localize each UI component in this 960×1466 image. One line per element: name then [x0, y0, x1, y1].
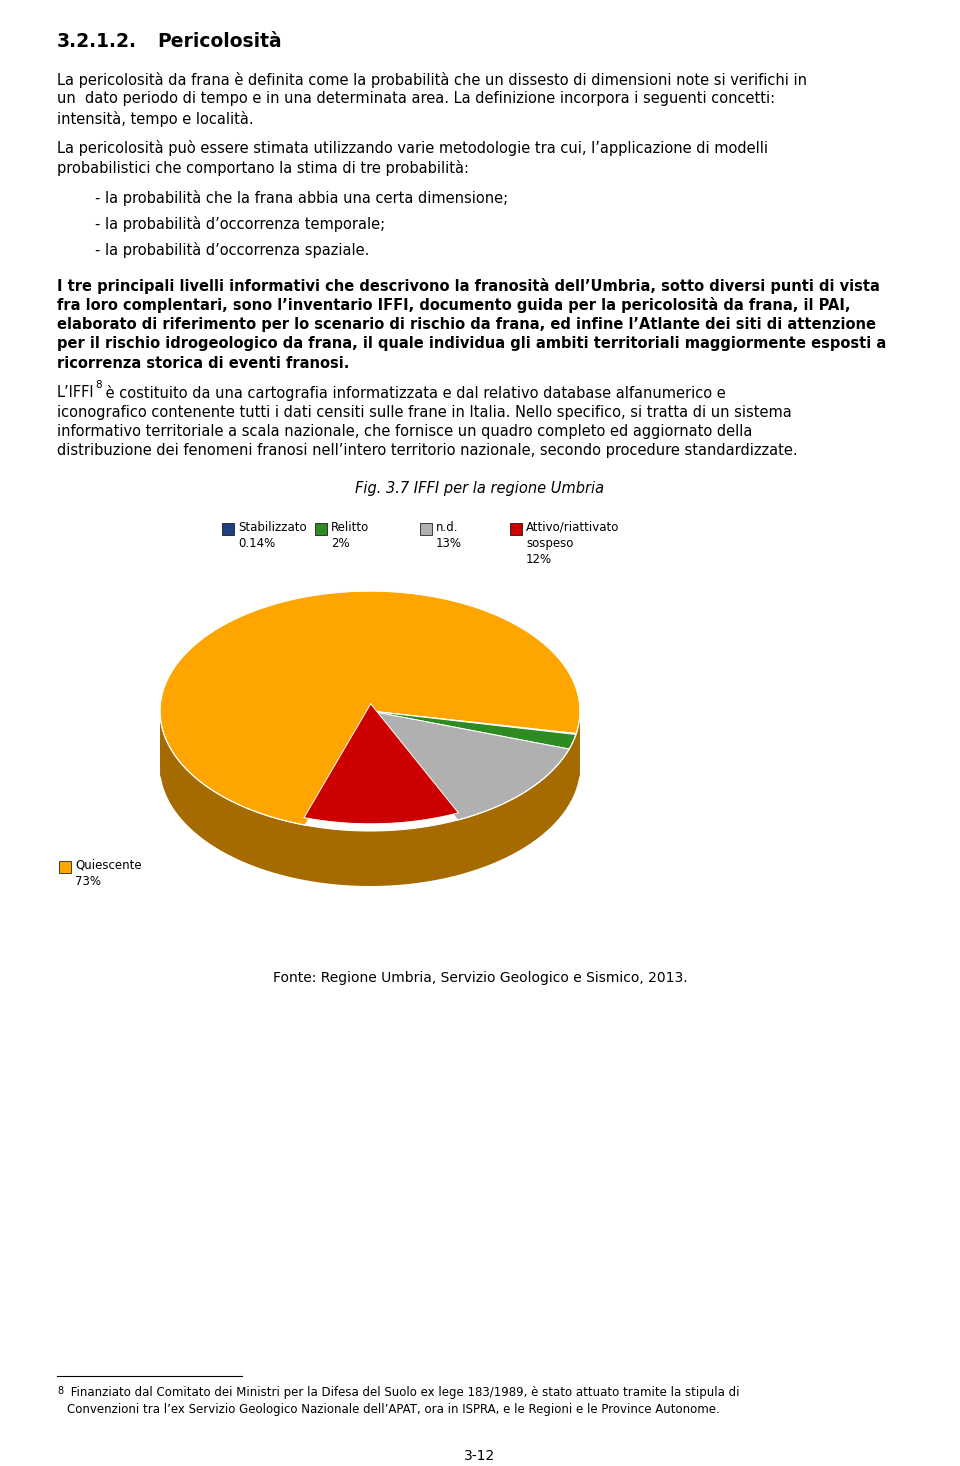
Bar	[510, 523, 522, 535]
Text: è costituito da una cartografia informatizzata e dal relativo database alfanumer: è costituito da una cartografia informat…	[101, 386, 726, 402]
Text: La pericolosità da frana è definita come la probabilità che un dissesto di dimen: La pericolosità da frana è definita come…	[57, 72, 807, 88]
Polygon shape	[160, 737, 580, 811]
Bar	[222, 523, 234, 535]
Text: fra loro complentari, sono l’inventario IFFI, documento guida per la pericolosit: fra loro complentari, sono l’inventario …	[57, 298, 851, 314]
Text: Fonte: Regione Umbria, Servizio Geologico e Sismico, 2013.: Fonte: Regione Umbria, Servizio Geologic…	[273, 970, 687, 985]
Bar	[420, 523, 432, 535]
Text: distribuzione dei fenomeni franosi nell’intero territorio nazionale, secondo pro: distribuzione dei fenomeni franosi nell’…	[57, 444, 798, 459]
Text: Finanziato dal Comitato dei Ministri per la Difesa del Suolo ex lege 183/1989, è: Finanziato dal Comitato dei Ministri per…	[67, 1385, 739, 1399]
Text: Stabilizzato
0.14%: Stabilizzato 0.14%	[238, 520, 306, 550]
Text: 3-12: 3-12	[465, 1448, 495, 1463]
Text: per il rischio idrogeologico da frana, il quale individua gli ambiti territorial: per il rischio idrogeologico da frana, i…	[57, 336, 886, 350]
Polygon shape	[370, 711, 576, 749]
Text: - la probabilità che la frana abbia una certa dimensione;: - la probabilità che la frana abbia una …	[95, 189, 508, 205]
Text: Relitto
2%: Relitto 2%	[331, 520, 370, 550]
Text: probabilistici che comportano la stima di tre probabilità:: probabilistici che comportano la stima d…	[57, 160, 469, 176]
Polygon shape	[304, 704, 459, 824]
Text: iconografico contenente tutti i dati censiti sulle frane in Italia. Nello specif: iconografico contenente tutti i dati cen…	[57, 405, 792, 419]
Text: 8: 8	[57, 1385, 63, 1396]
Polygon shape	[370, 711, 576, 734]
Bar	[315, 523, 327, 535]
Bar	[59, 861, 71, 872]
Text: Pericolosità: Pericolosità	[157, 32, 281, 51]
Text: La pericolosità può essere stimata utilizzando varie metodologie tra cui, l’appl: La pericolosità può essere stimata utili…	[57, 141, 768, 157]
Text: L’IFFI: L’IFFI	[57, 386, 95, 400]
Text: ricorrenza storica di eventi franosi.: ricorrenza storica di eventi franosi.	[57, 355, 349, 371]
Text: Convenzioni tra l’ex Servizio Geologico Nazionale dell’APAT, ora in ISPRA, e le : Convenzioni tra l’ex Servizio Geologico …	[67, 1403, 720, 1416]
Polygon shape	[160, 591, 580, 825]
Text: un  dato periodo di tempo e in una determinata area. La definizione incorpora i : un dato periodo di tempo e in una determ…	[57, 91, 775, 107]
Polygon shape	[160, 711, 580, 885]
Text: - la probabilità d’occorrenza temporale;: - la probabilità d’occorrenza temporale;	[95, 216, 385, 232]
Text: 8: 8	[95, 380, 102, 390]
Text: Fig. 3.7 IFFI per la regione Umbria: Fig. 3.7 IFFI per la regione Umbria	[355, 481, 605, 496]
Text: - la probabilità d’occorrenza spaziale.: - la probabilità d’occorrenza spaziale.	[95, 242, 370, 258]
Text: Quiescente
73%: Quiescente 73%	[75, 859, 142, 888]
Text: I tre principali livelli informativi che descrivono la franosità dell’Umbria, so: I tre principali livelli informativi che…	[57, 277, 880, 293]
Text: Attivo/riattivato
sospeso
12%: Attivo/riattivato sospeso 12%	[526, 520, 619, 566]
Text: elaborato di riferimento per lo scenario di rischio da frana, ed infine l’Atlant: elaborato di riferimento per lo scenario…	[57, 317, 876, 331]
Text: n.d.
13%: n.d. 13%	[436, 520, 462, 550]
Text: intensità, tempo e località.: intensità, tempo e località.	[57, 111, 253, 128]
Text: informativo territoriale a scala nazionale, che fornisce un quadro completo ed a: informativo territoriale a scala naziona…	[57, 424, 753, 438]
Text: 3.2.1.2.: 3.2.1.2.	[57, 32, 137, 51]
Polygon shape	[370, 711, 569, 819]
